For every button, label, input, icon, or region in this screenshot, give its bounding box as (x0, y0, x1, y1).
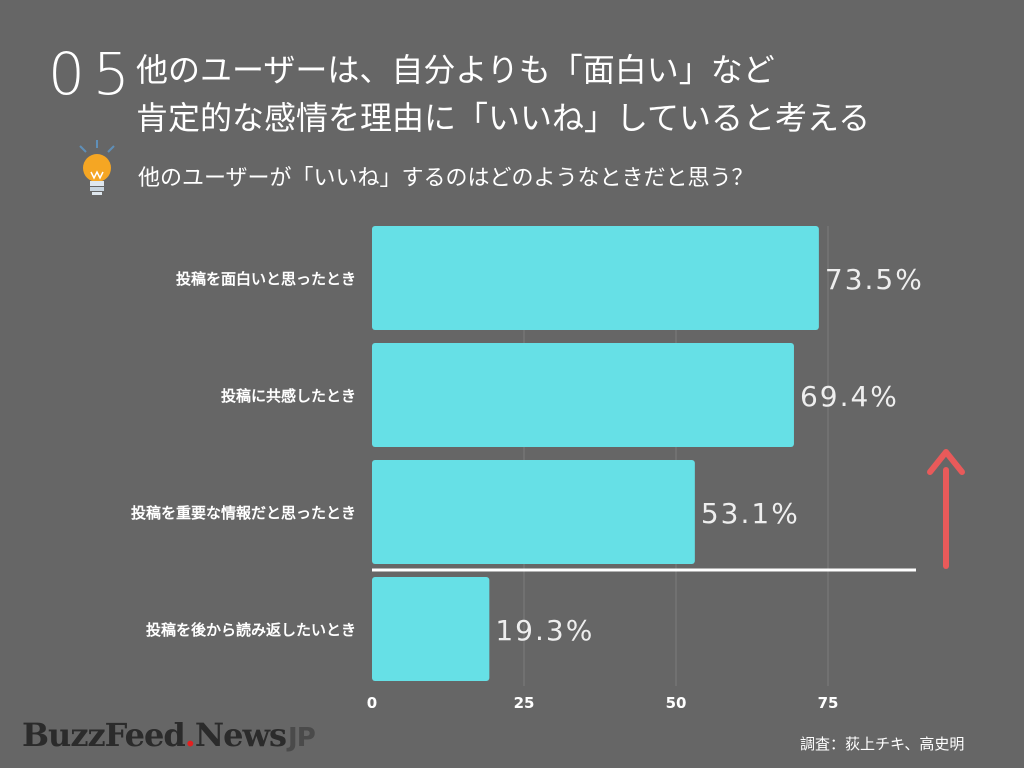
arrow-up-icon (927, 449, 965, 475)
lightbulb-icon (79, 140, 115, 195)
bar-2 (372, 460, 695, 564)
buzzfeed-news-logo: BuzzFeed.NewsJP (22, 716, 316, 754)
bar-0 (372, 226, 819, 330)
category-label-3: 投稿を後から読み返したいとき (146, 621, 356, 639)
x-tick-label-75: 75 (818, 694, 839, 712)
bar-value-label-1: 69.4% (800, 380, 899, 413)
bar-1 (372, 343, 794, 447)
x-tick-label-25: 25 (514, 694, 535, 712)
section-number: 05 (48, 40, 138, 108)
page-title: 他のユーザーは、自分よりも「面白い」など 肯定的な感情を理由に「いいね」している… (136, 51, 871, 137)
bar-value-label-0: 73.5% (825, 263, 924, 296)
x-tick-label-0: 0 (367, 694, 377, 712)
category-label-2: 投稿を重要な情報だと思ったとき (131, 504, 356, 522)
survey-credit: 調査：荻上チキ、高史明 (800, 735, 965, 753)
bar-value-label-2: 53.1% (701, 497, 800, 530)
question-subtitle: 他のユーザーが「いいね」するのはどのようなときだと思う？ (138, 166, 754, 191)
x-tick-label-50: 50 (666, 694, 687, 712)
bar-3 (372, 577, 490, 681)
category-label-1: 投稿に共感したとき (221, 387, 356, 405)
category-label-0: 投稿を面白いと思ったとき (176, 270, 356, 288)
bar-value-label-3: 19.3% (495, 614, 594, 647)
